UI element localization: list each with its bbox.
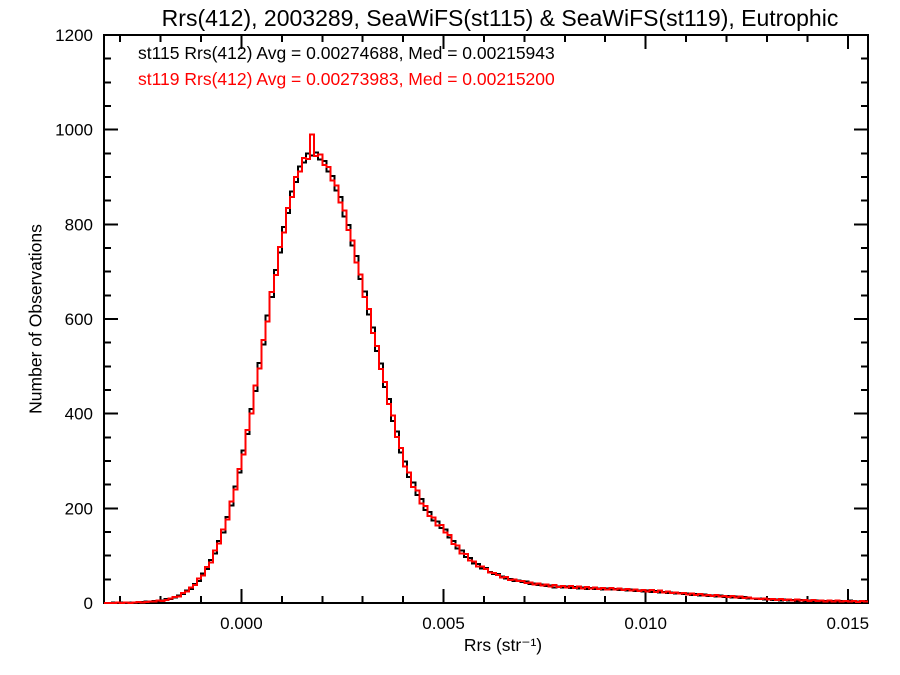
x-tick-label: 0.010	[624, 614, 667, 633]
legend-entry-st119: st119 Rrs(412) Avg = 0.00273983, Med = 0…	[138, 69, 555, 89]
y-tick-label: 1000	[55, 121, 93, 140]
x-axis-label: Rrs (str⁻¹)	[463, 635, 543, 655]
plot-title: Rrs(412), 2003289, SeaWiFS(st115) & SeaW…	[161, 5, 839, 31]
series-st119-line	[104, 133, 868, 604]
y-tick-label: 0	[84, 594, 93, 613]
legend-entry-st115: st115 Rrs(412) Avg = 0.00274688, Med = 0…	[138, 43, 555, 63]
y-tick-label: 800	[65, 215, 93, 234]
y-tick-label: 400	[65, 405, 93, 424]
y-tick-label: 600	[65, 310, 93, 329]
x-tick-label: 0.015	[827, 614, 870, 633]
y-tick-label: 200	[65, 499, 93, 518]
plot-box	[103, 34, 869, 604]
y-tick-label: 1200	[55, 26, 93, 45]
x-tick-label: 0.005	[422, 614, 465, 633]
y-axis-label: Number of Observations	[25, 224, 46, 414]
x-tick-label: 0.000	[220, 614, 263, 633]
series-st115-line	[104, 151, 868, 604]
